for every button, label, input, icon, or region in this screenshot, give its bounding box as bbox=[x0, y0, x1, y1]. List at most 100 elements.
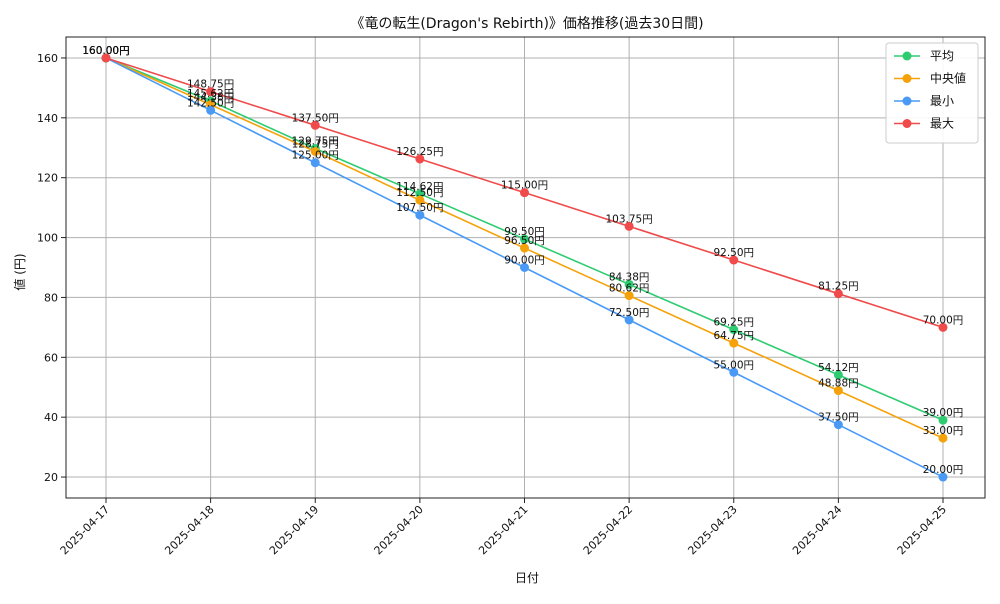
data-label: 160.00円 bbox=[82, 45, 129, 57]
x-tick-label: 2025-04-20 bbox=[372, 503, 426, 557]
data-point bbox=[729, 325, 739, 335]
data-point bbox=[415, 154, 425, 164]
data-labels: 160.00円 145.62円 129.75円 114.62円 99.50円 84.38円… bbox=[82, 45, 963, 476]
data-label: 107.50円 bbox=[396, 202, 443, 214]
chart-title: 《竜の転生(Dragon's Rebirth)》価格推移(過去30日間) bbox=[350, 15, 703, 32]
data-point bbox=[833, 420, 843, 430]
data-label: 81.25円 bbox=[818, 281, 859, 293]
data-label: 129.75円 bbox=[292, 136, 339, 148]
data-point bbox=[833, 386, 843, 396]
legend-item: 最大 bbox=[894, 117, 954, 131]
data-label: 160.00円 bbox=[82, 45, 129, 57]
data-label: 70.00円 bbox=[923, 314, 964, 326]
data-label: 84.38円 bbox=[609, 271, 650, 283]
data-point bbox=[520, 188, 529, 198]
x-tick-label: 2025-04-23 bbox=[685, 503, 739, 557]
legend-item: 中央値 bbox=[894, 71, 966, 86]
axes: 2025-04-17 2025-04-18 2025-04-19 2025-04-20… bbox=[37, 52, 949, 557]
y-axis-label: 値 (円) bbox=[12, 253, 27, 290]
data-point bbox=[520, 263, 529, 272]
plot-area-frame bbox=[65, 36, 986, 499]
data-point bbox=[310, 147, 320, 157]
data-label: 137.50円 bbox=[292, 112, 339, 124]
y-tick-label: 80 bbox=[44, 291, 58, 304]
data-label: 114.62円 bbox=[396, 181, 443, 193]
x-axis-label: 日付 bbox=[515, 571, 539, 585]
legend-label: 平均 bbox=[930, 49, 954, 63]
data-point bbox=[415, 195, 425, 205]
data-point bbox=[729, 255, 739, 265]
data-point bbox=[206, 105, 216, 115]
legend-label: 中央値 bbox=[930, 71, 966, 86]
data-label: 55.00円 bbox=[713, 359, 754, 371]
data-point bbox=[310, 120, 320, 130]
y-tick-label: 160 bbox=[37, 52, 58, 65]
series-2 bbox=[101, 53, 948, 482]
data-label: 92.50円 bbox=[713, 247, 754, 259]
x-tick-label: 2025-04-25 bbox=[895, 503, 949, 557]
data-point bbox=[520, 234, 529, 244]
data-point bbox=[310, 158, 320, 168]
data-point bbox=[520, 243, 529, 253]
y-tick-label: 40 bbox=[44, 411, 58, 424]
x-tick-label: 2025-04-21 bbox=[476, 503, 530, 557]
legend-label: 最大 bbox=[930, 117, 954, 131]
data-point bbox=[101, 53, 111, 63]
data-label: 48.88円 bbox=[818, 378, 859, 390]
data-label: 103.75円 bbox=[606, 213, 653, 225]
series-3 bbox=[101, 53, 948, 332]
data-point bbox=[624, 221, 634, 231]
data-label: 54.12円 bbox=[818, 362, 859, 374]
y-tick-label: 20 bbox=[44, 471, 58, 484]
data-point bbox=[938, 322, 948, 332]
x-tick-label: 2025-04-22 bbox=[581, 503, 635, 557]
y-tick-label: 140 bbox=[37, 112, 58, 125]
data-label: 115.00円 bbox=[501, 180, 548, 192]
data-label: 160.00円 bbox=[82, 45, 129, 57]
legend-box bbox=[885, 42, 979, 144]
data-point bbox=[833, 289, 843, 299]
y-tick-label: 100 bbox=[37, 232, 58, 245]
data-point bbox=[729, 338, 739, 348]
legend-marker bbox=[902, 119, 912, 128]
legend-marker bbox=[902, 51, 912, 61]
data-label: 160.00円 bbox=[82, 45, 129, 57]
y-tick-label: 60 bbox=[44, 351, 58, 364]
legend-label: 最小 bbox=[930, 94, 954, 108]
data-label: 90.00円 bbox=[504, 255, 545, 267]
data-point bbox=[206, 87, 216, 97]
data-point bbox=[938, 433, 948, 443]
legend-item: 最小 bbox=[894, 94, 954, 108]
data-point bbox=[938, 415, 948, 425]
x-tick-label: 2025-04-17 bbox=[58, 503, 112, 557]
data-label: 37.50円 bbox=[818, 412, 859, 424]
data-label: 80.62円 bbox=[609, 283, 650, 295]
data-label: 112.50円 bbox=[396, 187, 443, 199]
y-tick-label: 120 bbox=[37, 172, 58, 185]
series-lines bbox=[101, 53, 948, 482]
data-label: 33.00円 bbox=[923, 425, 964, 437]
data-label: 64.75円 bbox=[713, 330, 754, 342]
data-label: 99.50円 bbox=[504, 226, 545, 238]
legend-marker bbox=[902, 96, 912, 106]
data-label: 144.38円 bbox=[187, 92, 234, 104]
data-point bbox=[624, 315, 634, 325]
data-label: 69.25円 bbox=[713, 317, 754, 329]
data-label: 39.00円 bbox=[923, 407, 964, 419]
data-point bbox=[938, 472, 948, 482]
data-point bbox=[729, 367, 739, 377]
data-point bbox=[415, 210, 425, 220]
data-label: 126.25円 bbox=[396, 146, 443, 158]
data-label: 20.00円 bbox=[923, 464, 964, 476]
x-tick-label: 2025-04-18 bbox=[162, 503, 216, 557]
data-label: 128.75円 bbox=[292, 139, 339, 151]
series-1 bbox=[101, 53, 948, 443]
data-label: 72.50円 bbox=[609, 307, 650, 319]
x-tick-label: 2025-04-24 bbox=[790, 503, 844, 557]
data-label: 145.62円 bbox=[187, 88, 234, 100]
data-label: 148.75円 bbox=[187, 79, 234, 91]
data-point bbox=[415, 189, 425, 199]
